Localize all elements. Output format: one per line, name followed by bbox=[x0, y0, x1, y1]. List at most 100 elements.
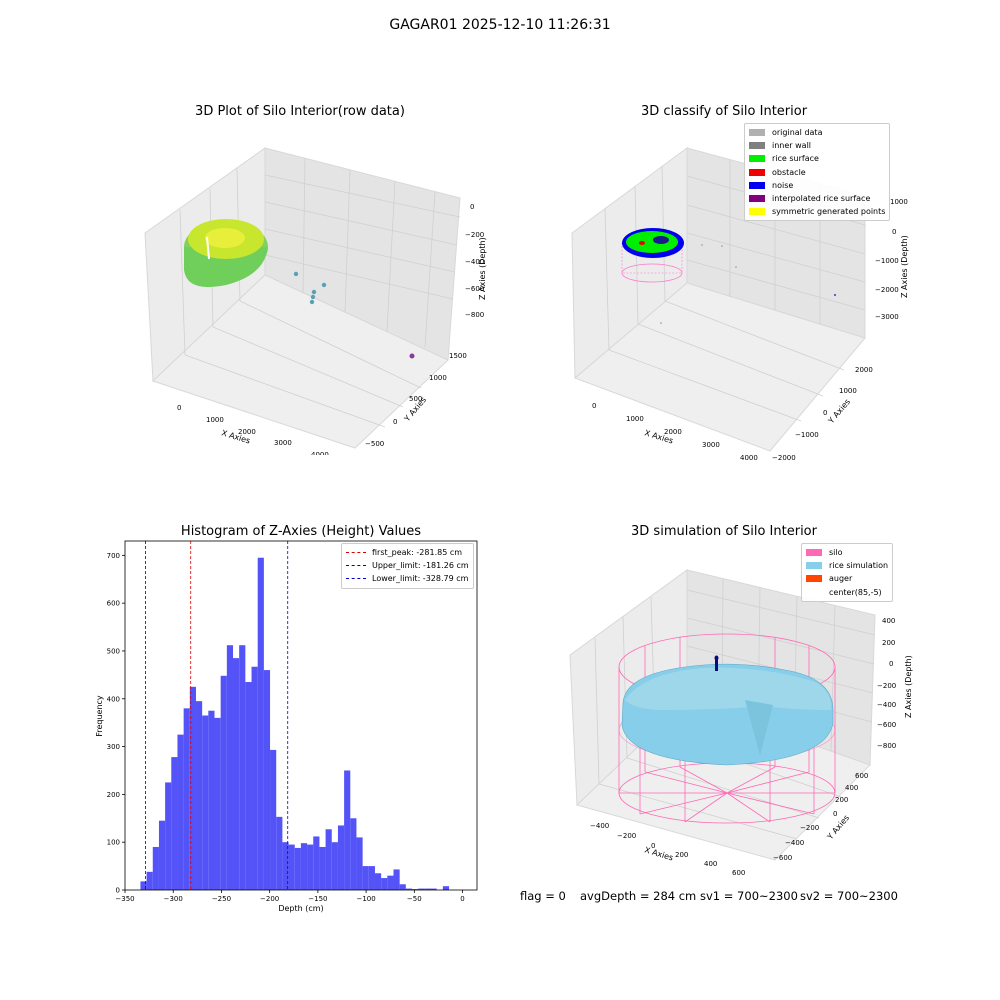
legend-label: noise bbox=[772, 180, 794, 190]
panel2-point bbox=[701, 244, 703, 246]
panel1-xtick: 0 bbox=[177, 404, 181, 412]
histogram-bar bbox=[362, 866, 369, 890]
legend-label: first_peak: -281.85 cm bbox=[372, 548, 463, 558]
legend-label: original data bbox=[772, 128, 823, 138]
panel2-point bbox=[660, 322, 662, 324]
panel1-ytick: 1000 bbox=[429, 374, 447, 382]
panel4-ztick: 200 bbox=[882, 639, 895, 647]
legend-swatch bbox=[806, 549, 822, 557]
legend-swatch bbox=[806, 588, 822, 596]
legend-swatch bbox=[806, 575, 822, 583]
histogram-bar bbox=[381, 878, 388, 890]
histogram-bar bbox=[294, 847, 301, 890]
panel1-ztick: −400 bbox=[465, 258, 484, 266]
histogram-bar bbox=[214, 717, 221, 890]
histogram-chart: −350 −300 −250 −200 −150 −100 −50 0 0 100 200 300 4… bbox=[95, 540, 478, 913]
legend-silo: silo bbox=[806, 546, 888, 559]
histogram-bar bbox=[393, 869, 400, 890]
panel1-point bbox=[293, 271, 299, 277]
panel1-title: 3D Plot of Silo Interior(row data) bbox=[195, 104, 405, 119]
panel2-ytick: −1000 bbox=[795, 431, 819, 439]
histogram-bar bbox=[251, 666, 258, 890]
panel1-axes-panes bbox=[144, 147, 461, 449]
panel4-legend: silo rice simulation auger center(85,-5) bbox=[801, 543, 894, 602]
histogram-xtick-label: 0 bbox=[460, 895, 464, 903]
panel4-ztick: −400 bbox=[877, 701, 896, 709]
histogram-xlabel: Depth (cm) bbox=[278, 904, 323, 913]
legend-label: Lower_limit: -328.79 cm bbox=[372, 574, 469, 584]
histogram-bar bbox=[183, 708, 190, 890]
panel1-ytick: 0 bbox=[393, 418, 397, 426]
histogram-bar bbox=[300, 843, 308, 890]
panel2-ztick: 1000 bbox=[890, 198, 908, 206]
histogram-bar bbox=[424, 888, 431, 890]
panel2-xtick: 2000 bbox=[664, 428, 682, 436]
histogram-ylabel: Frequency bbox=[95, 695, 104, 737]
panel1-gridlines bbox=[179, 157, 461, 428]
panel4-ytick: 200 bbox=[835, 796, 848, 804]
panel4-rice-simulation bbox=[621, 663, 834, 766]
panel2-silo-cluster bbox=[621, 228, 684, 283]
panel1-ztick: −600 bbox=[465, 285, 484, 293]
legend-original-data: original data bbox=[749, 126, 885, 139]
panel1-xtick: 4000 bbox=[311, 451, 329, 455]
histogram-ytick-label: 600 bbox=[107, 600, 120, 608]
panel4-ytick: −400 bbox=[785, 839, 804, 847]
panel4-xtick: 400 bbox=[704, 860, 717, 868]
histogram-bar bbox=[226, 645, 234, 890]
panel2-obstacle-patch bbox=[639, 241, 645, 245]
panel1-outlier-point bbox=[409, 353, 415, 359]
histogram-bars bbox=[140, 557, 450, 890]
legend-swatch bbox=[806, 562, 822, 570]
panel1-ytick: 1500 bbox=[449, 352, 467, 360]
panel1-3d-plot: 0 1000 2000 3000 4000 −500 0 500 1000 15… bbox=[144, 147, 487, 455]
histogram-xtick-label: −150 bbox=[308, 895, 327, 903]
histogram-bar bbox=[356, 837, 363, 890]
legend-line bbox=[346, 552, 366, 554]
histogram-xticks: −350 −300 −250 −200 −150 −100 −50 0 bbox=[115, 890, 465, 903]
legend-label: rice surface bbox=[772, 154, 819, 164]
histogram-xtick-label: −100 bbox=[356, 895, 375, 903]
histogram-bar bbox=[374, 873, 382, 890]
panel2-ztick: 0 bbox=[892, 228, 896, 236]
status-sv2: sv2 = 700~2300 bbox=[800, 889, 898, 903]
panel2-legend: original data inner wall rice surface ob… bbox=[744, 123, 891, 222]
panel1-surface-body bbox=[184, 247, 268, 288]
panel4-ytick: −600 bbox=[773, 854, 792, 862]
histogram-ytick-label: 300 bbox=[107, 743, 120, 751]
panel2-gridlines bbox=[604, 160, 866, 422]
panel4-ytick: 0 bbox=[833, 810, 837, 818]
histogram-bar bbox=[146, 871, 153, 890]
legend-symmetric: symmetric generated points bbox=[749, 205, 885, 218]
panel2-inner-wall-bottom bbox=[621, 263, 683, 283]
histogram-bar bbox=[319, 846, 326, 890]
legend-upper-limit: Upper_limit: -181.26 cm bbox=[346, 559, 469, 572]
panel1-point bbox=[321, 282, 327, 288]
panel2-axes-panes bbox=[571, 147, 866, 452]
legend-interpolated: interpolated rice surface bbox=[749, 192, 885, 205]
legend-swatch bbox=[749, 168, 765, 176]
panel2-ylabel: Y Axies bbox=[826, 397, 852, 426]
panel4-xtick: 0 bbox=[651, 842, 655, 850]
histogram-bar bbox=[165, 782, 172, 890]
panel2-scattered-points bbox=[660, 244, 836, 324]
histogram-reference-lines bbox=[145, 541, 289, 890]
status-flag: flag = 0 bbox=[520, 889, 566, 903]
panel4-ylabel: Y Axies bbox=[825, 813, 851, 842]
panel1-point bbox=[310, 294, 316, 300]
panel2-xtick: 0 bbox=[592, 402, 596, 410]
panel2-title: 3D classify of Silo Interior bbox=[640, 104, 808, 119]
panel4-auger-shaft bbox=[715, 657, 718, 671]
legend-label: interpolated rice surface bbox=[772, 194, 871, 204]
histogram-bar bbox=[430, 888, 437, 890]
histogram-bar bbox=[257, 557, 264, 890]
histogram-bar bbox=[202, 715, 209, 890]
histogram-bar bbox=[325, 829, 332, 890]
legend-label: silo bbox=[829, 548, 843, 558]
panel4-ytick: −200 bbox=[800, 824, 819, 832]
legend-swatch bbox=[749, 155, 765, 163]
panel2-ytick: −2000 bbox=[772, 454, 796, 462]
histogram-frame bbox=[124, 540, 478, 891]
legend-label: symmetric generated points bbox=[772, 207, 886, 217]
legend-center: center(85,-5) bbox=[806, 586, 888, 599]
